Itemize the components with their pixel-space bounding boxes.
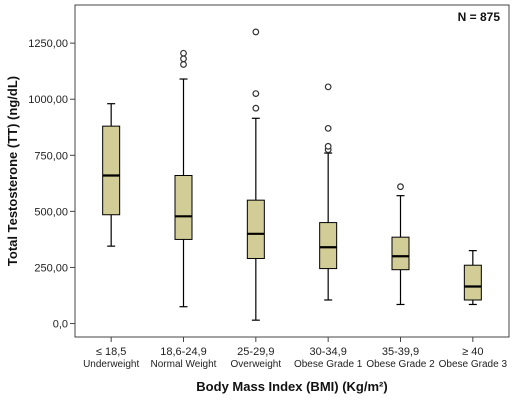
plot-frame (74, 4, 510, 338)
x-category-label: Underweight (83, 359, 139, 370)
outlier-point (324, 124, 332, 132)
x-category-label: Obese Grade 2 (366, 359, 435, 370)
outlier-point (180, 49, 187, 57)
x-category-range: 18,6-24,9 (160, 346, 206, 358)
x-category-range: 30-34,9 (310, 346, 347, 358)
y-tick-label: 250,00 (34, 262, 68, 274)
iqr-box (319, 222, 338, 270)
box-group (174, 49, 193, 308)
x-category-label: Obese Grade 3 (439, 359, 508, 370)
box-group (391, 183, 410, 306)
x-category-range: 25-29,9 (237, 346, 274, 358)
outlier-point (180, 61, 187, 68)
outlier-point (324, 142, 332, 150)
y-tick-label: 1250,00 (28, 38, 68, 50)
iqr-box (102, 125, 121, 216)
outlier-point (252, 28, 260, 36)
sample-size-annotation: N = 875 (458, 10, 501, 24)
x-category-label: Normal Weight (151, 359, 217, 370)
iqr-box (463, 264, 482, 301)
iqr-box (391, 236, 410, 271)
y-axis-title: Total Testosterone (TT) (ng/dL) (5, 76, 20, 266)
box-group (463, 250, 482, 306)
outlier-point (180, 55, 187, 63)
x-category-range: 35-39,9 (382, 346, 419, 358)
box-group (102, 103, 121, 247)
y-tick-label: 1000,00 (28, 94, 68, 106)
outlier-point (397, 183, 404, 191)
outlier-point (324, 83, 332, 91)
x-axis-title: Body Mass Index (BMI) (Kg/m²) (196, 379, 387, 394)
x-category-label: Overweight (231, 359, 282, 370)
box-group (319, 83, 338, 301)
outlier-point (252, 90, 260, 98)
x-category-range: ≤ 18,5 (96, 346, 127, 358)
x-category-range: ≥ 40 (462, 346, 483, 358)
outlier-point (252, 104, 260, 112)
y-axis: 0,0 250,00 500,00 750,00 1000,00 1250,00 (28, 38, 75, 331)
iqr-box (174, 174, 193, 240)
iqr-box (246, 199, 265, 259)
box-group (246, 28, 265, 321)
x-category-label: Obese Grade 1 (294, 359, 363, 370)
boxes-group (102, 28, 482, 321)
y-tick-label: 750,00 (34, 150, 68, 162)
y-tick-label: 500,00 (34, 206, 68, 218)
y-tick-label: 0,0 (53, 319, 68, 331)
